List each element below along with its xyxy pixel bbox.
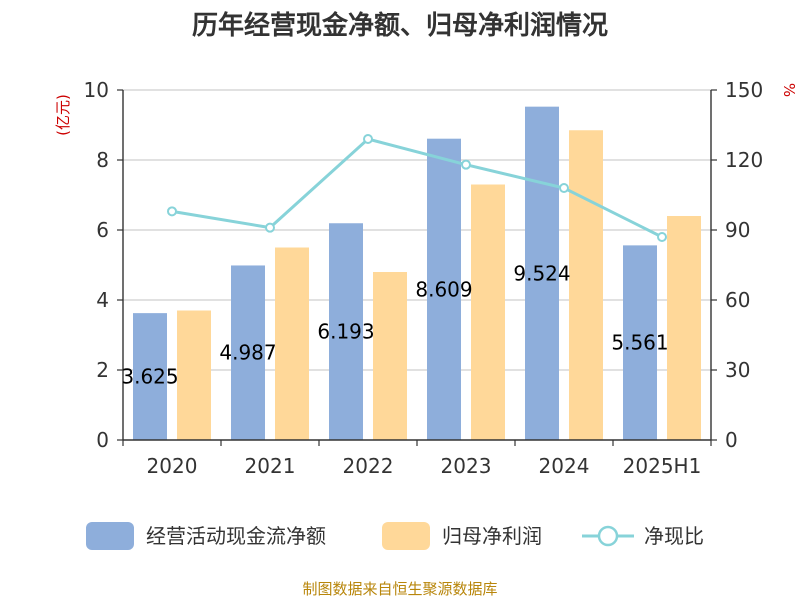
x-tick-label: 2020 <box>147 454 198 478</box>
right-tick-label: 120 <box>725 148 763 172</box>
left-tick-label: 4 <box>96 288 109 312</box>
data-label: 5.561 <box>611 331 668 355</box>
left-axis-unit: (亿元) <box>54 94 72 136</box>
ratio-line-group <box>167 134 667 242</box>
ratio-point <box>167 206 177 217</box>
right-tick-label: 150 <box>725 78 763 102</box>
left-tick-label: 6 <box>96 218 109 242</box>
bar-operating-cash-flow <box>525 106 559 440</box>
ratio-point <box>657 232 667 242</box>
left-tick-label: 10 <box>84 78 109 102</box>
bar-group <box>133 106 701 440</box>
legend-item-cash-flow[interactable]: 经营活动现金流净额 <box>86 522 326 550</box>
right-tick-label: 60 <box>725 288 750 312</box>
right-axis-unit: % <box>780 83 798 97</box>
legend[interactable]: 经营活动现金流净额 归母净利润 净现比 <box>86 522 704 550</box>
axes: 0 2 4 6 8 10 0 30 60 90 120 150 2020 2021 2022 2023 2024… <box>84 78 764 478</box>
bar-net-profit <box>373 272 407 440</box>
ratio-point <box>461 159 471 170</box>
data-label: 3.625 <box>121 365 178 389</box>
bar-net-profit <box>667 216 701 440</box>
bar-net-profit <box>275 247 309 440</box>
grid-lines <box>123 89 711 371</box>
legend-swatch <box>86 522 134 550</box>
ratio-point <box>363 134 373 144</box>
data-label: 9.524 <box>513 261 570 285</box>
ratio-point <box>265 222 275 233</box>
bar-net-profit <box>471 184 505 440</box>
data-labels: 3.625 4.987 6.193 8.609 9.524 5.561 <box>121 261 668 388</box>
right-tick-label: 90 <box>725 218 750 242</box>
data-label: 8.609 <box>415 277 472 301</box>
bar-operating-cash-flow <box>133 313 167 440</box>
legend-swatch <box>382 522 430 550</box>
ratio-line <box>171 137 663 239</box>
bar-operating-cash-flow <box>231 265 265 440</box>
legend-item-net-profit[interactable]: 归母净利润 <box>382 522 542 550</box>
x-tick-label: 2021 <box>245 454 296 478</box>
x-tick-label: 2023 <box>441 454 492 478</box>
x-tick-label: 2024 <box>539 454 590 478</box>
x-tick-label: 2025H1 <box>623 454 702 478</box>
bar-operating-cash-flow <box>427 138 461 440</box>
bar-net-profit <box>569 130 603 440</box>
chart-title: 历年经营现金净额、归母净利润情况 <box>192 10 608 41</box>
legend-label: 经营活动现金流净额 <box>146 524 326 548</box>
legend-label: 净现比 <box>644 524 704 548</box>
left-tick-label: 8 <box>96 148 109 172</box>
data-label: 6.193 <box>317 320 374 344</box>
left-tick-label: 2 <box>96 358 109 382</box>
data-label: 4.987 <box>219 341 276 365</box>
bar-net-profit <box>177 310 211 440</box>
legend-item-ratio[interactable]: 净现比 <box>582 524 704 548</box>
right-tick-label: 0 <box>725 428 738 452</box>
ratio-point <box>559 183 569 193</box>
legend-marker <box>597 525 619 547</box>
legend-label: 归母净利润 <box>442 524 542 548</box>
right-tick-label: 30 <box>725 358 750 382</box>
source-note: 制图数据来自恒生聚源数据库 <box>302 580 497 598</box>
bar-operating-cash-flow <box>329 223 363 440</box>
left-tick-label: 0 <box>96 428 109 452</box>
bar-operating-cash-flow <box>623 245 657 440</box>
x-tick-label: 2022 <box>343 454 394 478</box>
